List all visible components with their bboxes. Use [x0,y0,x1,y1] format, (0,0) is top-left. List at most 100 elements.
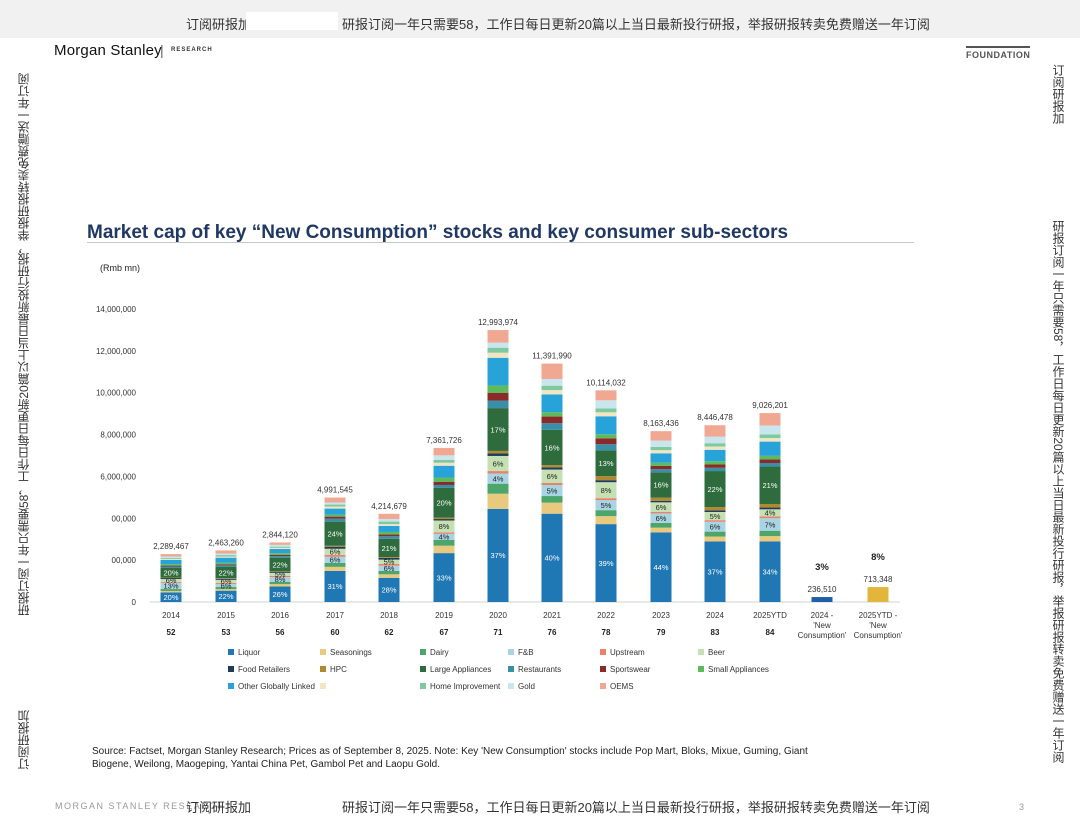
bar-segment [215,553,237,556]
segment-data-label: 26% [272,590,287,599]
bar-segment [541,416,563,424]
stock-count-label: 76 [548,628,557,637]
stock-count-label: 52 [167,628,176,637]
total-data-label: 4,214,679 [371,502,407,511]
bar-segment [160,558,182,560]
legend-swatch [508,683,514,689]
segment-data-label: 6% [547,472,558,481]
legend-item [320,681,330,693]
x-tick-label: 2025YTD [753,611,787,620]
bar-segment [160,590,182,593]
bar-segment [487,385,509,394]
bar-segment [160,579,182,582]
y-tick-label: 12,000,000 [96,347,137,356]
stock-count-label: 84 [766,628,775,637]
x-tick-label: 2025YTD - [859,611,898,620]
stock-count-label: 62 [385,628,394,637]
bar-segment [759,507,781,510]
legend-item: OEMS [600,681,634,693]
x-tick-label: 2019 [435,611,453,620]
bar-segment [487,347,509,353]
bar-segment [269,577,291,582]
x-tick-label: 2023 [652,611,670,620]
bar-segment [269,546,291,548]
segment-data-label: 6% [330,556,341,565]
bar-segment [433,459,455,463]
bar-segment [704,511,726,521]
segment-data-label: 28% [381,586,396,595]
segment-data-label: 6% [221,581,232,590]
x-tick-label: 'New [813,621,831,630]
stock-count-label: 79 [657,628,666,637]
bar-segment [595,516,617,525]
bar-segment [595,390,617,401]
bar-segment [269,549,291,554]
legend-item: Other Globally Linked [228,681,315,693]
stock-count-label: 71 [494,628,503,637]
y-tick-label: 6,000,000 [100,472,136,481]
bar-segment [324,556,346,563]
bar-segment [759,530,781,537]
segment-data-label: 16% [544,443,559,452]
bar-segment [160,578,182,580]
bar-segment [215,579,237,583]
bar-segment [487,342,509,348]
segment-data-label: 21% [381,544,396,553]
y-tick-label: 8,000,000 [100,431,136,440]
legend-swatch [420,666,426,672]
watermark-mask [246,12,338,30]
new-consumption-bar [811,597,833,602]
x-tick-label: 2021 [543,611,561,620]
legend-swatch [228,649,234,655]
total-data-label: 236,510 [808,585,837,594]
bar-segment [215,562,237,565]
bar-segment [433,484,455,488]
legend-swatch [228,683,234,689]
title-rule [87,242,914,243]
segment-data-label: 33% [436,573,451,582]
bar-segment [487,393,509,401]
x-tick-label: 2016 [271,611,289,620]
legend-item: Upstream [600,647,645,659]
total-data-label: 12,993,974 [478,318,519,327]
bar-segment [650,469,672,473]
segment-data-label: 13% [598,459,613,468]
bar-segment [487,400,509,409]
bar-segment [378,538,400,558]
bar-segment [487,357,509,386]
bar-segment [160,567,182,578]
bar-segment [595,482,617,499]
watermark-bottom-right: 研报订阅一年只需要58，工作日每日更新20篇以上当日最新投行研报，举报研报转卖免… [342,800,930,815]
bar-segment [541,465,563,468]
bar-segment [160,581,182,583]
bar-segment [324,497,346,503]
bar-segment [595,416,617,435]
total-data-label: 8,163,436 [643,419,679,428]
bar-segment [215,582,237,584]
bar-segment [704,446,726,450]
bar-segment [704,536,726,542]
bar-segment [324,545,346,547]
bar-segment [541,467,563,470]
bar-segment [541,394,563,413]
bar-segment [324,554,346,557]
y-tick-label: 0 [132,598,137,607]
bar-segment [759,466,781,504]
segment-data-label: 39% [598,559,613,568]
segment-data-label: 37% [490,551,505,560]
legend-item: F&B [508,647,534,659]
bar-segment [433,487,455,518]
bar-segment [160,589,182,591]
bar-segment [487,453,509,456]
bar-segment [650,527,672,533]
bar-segment [160,559,182,565]
bar-segment [269,571,291,572]
bar-segment [269,556,291,558]
bar-segment [650,502,672,512]
bar-segment [324,521,346,546]
bar-segment [759,438,781,442]
legend-item: Dairy [420,647,449,659]
segment-data-label: 6% [221,577,232,586]
legend-item: Beer [698,647,725,659]
x-tick-label: 2022 [597,611,615,620]
